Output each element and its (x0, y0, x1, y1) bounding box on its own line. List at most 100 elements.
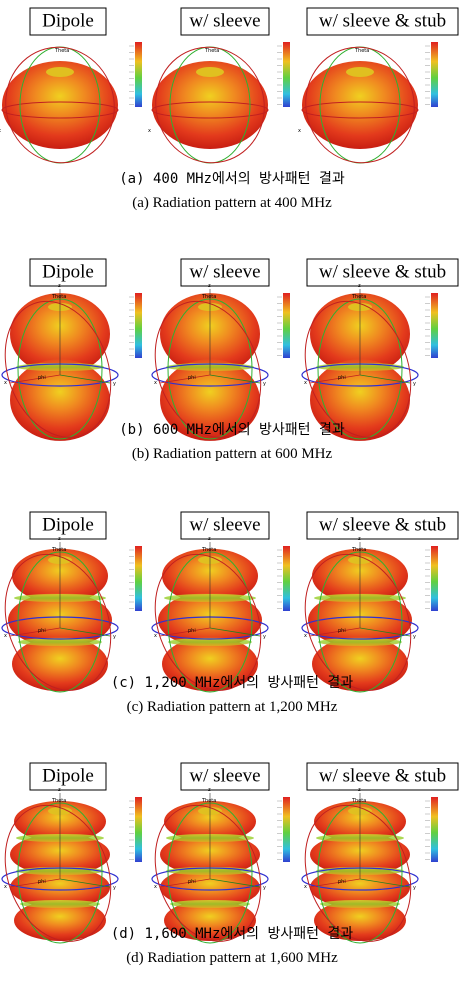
axis-label: Theta (351, 547, 366, 553)
axis-label: Theta (51, 798, 66, 804)
axis-label: y (413, 634, 416, 640)
axis-label: phi (338, 375, 346, 381)
caption-korean: (a) 400 MHz에서의 방사패턴 결과 (119, 171, 345, 187)
pattern-dimple (346, 67, 374, 77)
axis-label: Theta (351, 294, 366, 300)
radiation-pattern: Theta x (0, 35, 127, 175)
pattern-waist (320, 900, 400, 908)
axis-label: z (58, 283, 61, 289)
axis-label: x (148, 128, 151, 134)
pattern-waist (20, 900, 100, 908)
panel-label: w/ sleeve & stub (319, 514, 446, 535)
panel-label: Dipole (42, 514, 94, 535)
axis-label: Theta (51, 294, 66, 300)
axis-label: z (208, 787, 211, 793)
axis-label: x (154, 884, 157, 890)
axis-label: phi (188, 879, 196, 885)
color-bar (135, 797, 142, 862)
color-bar (431, 42, 438, 107)
axis-label: z (58, 536, 61, 542)
radiation-pattern: z Theta x y phi (0, 787, 129, 956)
axis-label: y (263, 381, 266, 387)
panel-label: w/ sleeve & stub (319, 10, 446, 31)
axis-label: y (263, 634, 266, 640)
axis-label: z (358, 283, 361, 289)
axis-label: x (154, 380, 157, 386)
axis-label: Theta (54, 48, 69, 54)
page: {"figure": { "panel_labels": ["Dipole", … (0, 0, 464, 1003)
axis-label: Theta (354, 48, 369, 54)
pattern-dimple (196, 67, 224, 77)
axis-label: Theta (201, 294, 216, 300)
radiation-pattern: Theta x (143, 35, 277, 175)
radiation-pattern: z Theta x y phi (0, 536, 129, 705)
caption-english: (d) Radiation pattern at 1,600 MHz (126, 950, 338, 966)
axis-label: Theta (204, 48, 219, 54)
color-bar (283, 42, 290, 107)
axis-label: y (113, 634, 116, 640)
axis-label: x (298, 128, 301, 134)
axis-label: phi (338, 879, 346, 885)
caption-english: (c) Radiation pattern at 1,200 MHz (127, 699, 338, 715)
axis-label: x (304, 884, 307, 890)
axis-label: Theta (351, 798, 366, 804)
axis-label: x (0, 128, 1, 134)
axis-label: z (58, 787, 61, 793)
axis-label: x (304, 633, 307, 639)
axis-label: z (208, 283, 211, 289)
color-bar (431, 797, 438, 862)
axis-label: x (4, 633, 7, 639)
axis-label: Theta (201, 798, 216, 804)
axis-label: phi (188, 375, 196, 381)
color-bar (283, 797, 290, 862)
color-bar (283, 546, 290, 611)
panel-label: Dipole (42, 765, 94, 786)
color-bar (431, 293, 438, 358)
axis-label: phi (188, 628, 196, 634)
axis-label: y (413, 381, 416, 387)
color-bar (283, 293, 290, 358)
pattern-waist (170, 900, 250, 908)
axis-label: phi (38, 879, 46, 885)
axis-label: phi (38, 375, 46, 381)
panel-label: w/ sleeve (189, 10, 260, 31)
axis-label: z (358, 787, 361, 793)
panel-label: w/ sleeve & stub (319, 261, 446, 282)
color-bar (431, 546, 438, 611)
caption-korean: (c) 1,200 MHz에서의 방사패턴 결과 (111, 675, 353, 691)
radiation-pattern: z Theta x y phi (0, 283, 129, 452)
axis-label: x (154, 633, 157, 639)
axis-label: phi (38, 628, 46, 634)
axis-label: y (113, 381, 116, 387)
panel-label: w/ sleeve (189, 765, 260, 786)
caption-korean: (b) 600 MHz에서의 방사패턴 결과 (119, 422, 345, 438)
axis-label: x (4, 884, 7, 890)
panel-label: w/ sleeve (189, 514, 260, 535)
panel-label: w/ sleeve (189, 261, 260, 282)
axis-label: y (263, 885, 266, 891)
figure: Dipole Theta x w/ sleeve Theta x w/ sleeve & s… (0, 0, 464, 1003)
radiation-pattern: Theta x (293, 35, 427, 175)
axis-label: x (4, 380, 7, 386)
color-bar (135, 293, 142, 358)
panel-label: Dipole (42, 10, 94, 31)
color-bar (135, 42, 142, 107)
caption-korean: (d) 1,600 MHz에서의 방사패턴 결과 (111, 926, 353, 942)
pattern-dimple (46, 67, 74, 77)
axis-label: x (304, 380, 307, 386)
caption-english: (b) Radiation pattern at 600 MHz (132, 446, 333, 462)
panel-label: Dipole (42, 261, 94, 282)
axis-label: y (413, 885, 416, 891)
caption-english: (a) Radiation pattern at 400 MHz (132, 195, 332, 211)
axis-label: y (113, 885, 116, 891)
axis-label: z (358, 536, 361, 542)
figure-row: Dipole Theta x w/ sleeve Theta x w/ sleeve & s… (0, 8, 458, 211)
axis-label: phi (338, 628, 346, 634)
axis-label: Theta (51, 547, 66, 553)
color-bar (135, 546, 142, 611)
panel-label: w/ sleeve & stub (319, 765, 446, 786)
axis-label: z (208, 536, 211, 542)
